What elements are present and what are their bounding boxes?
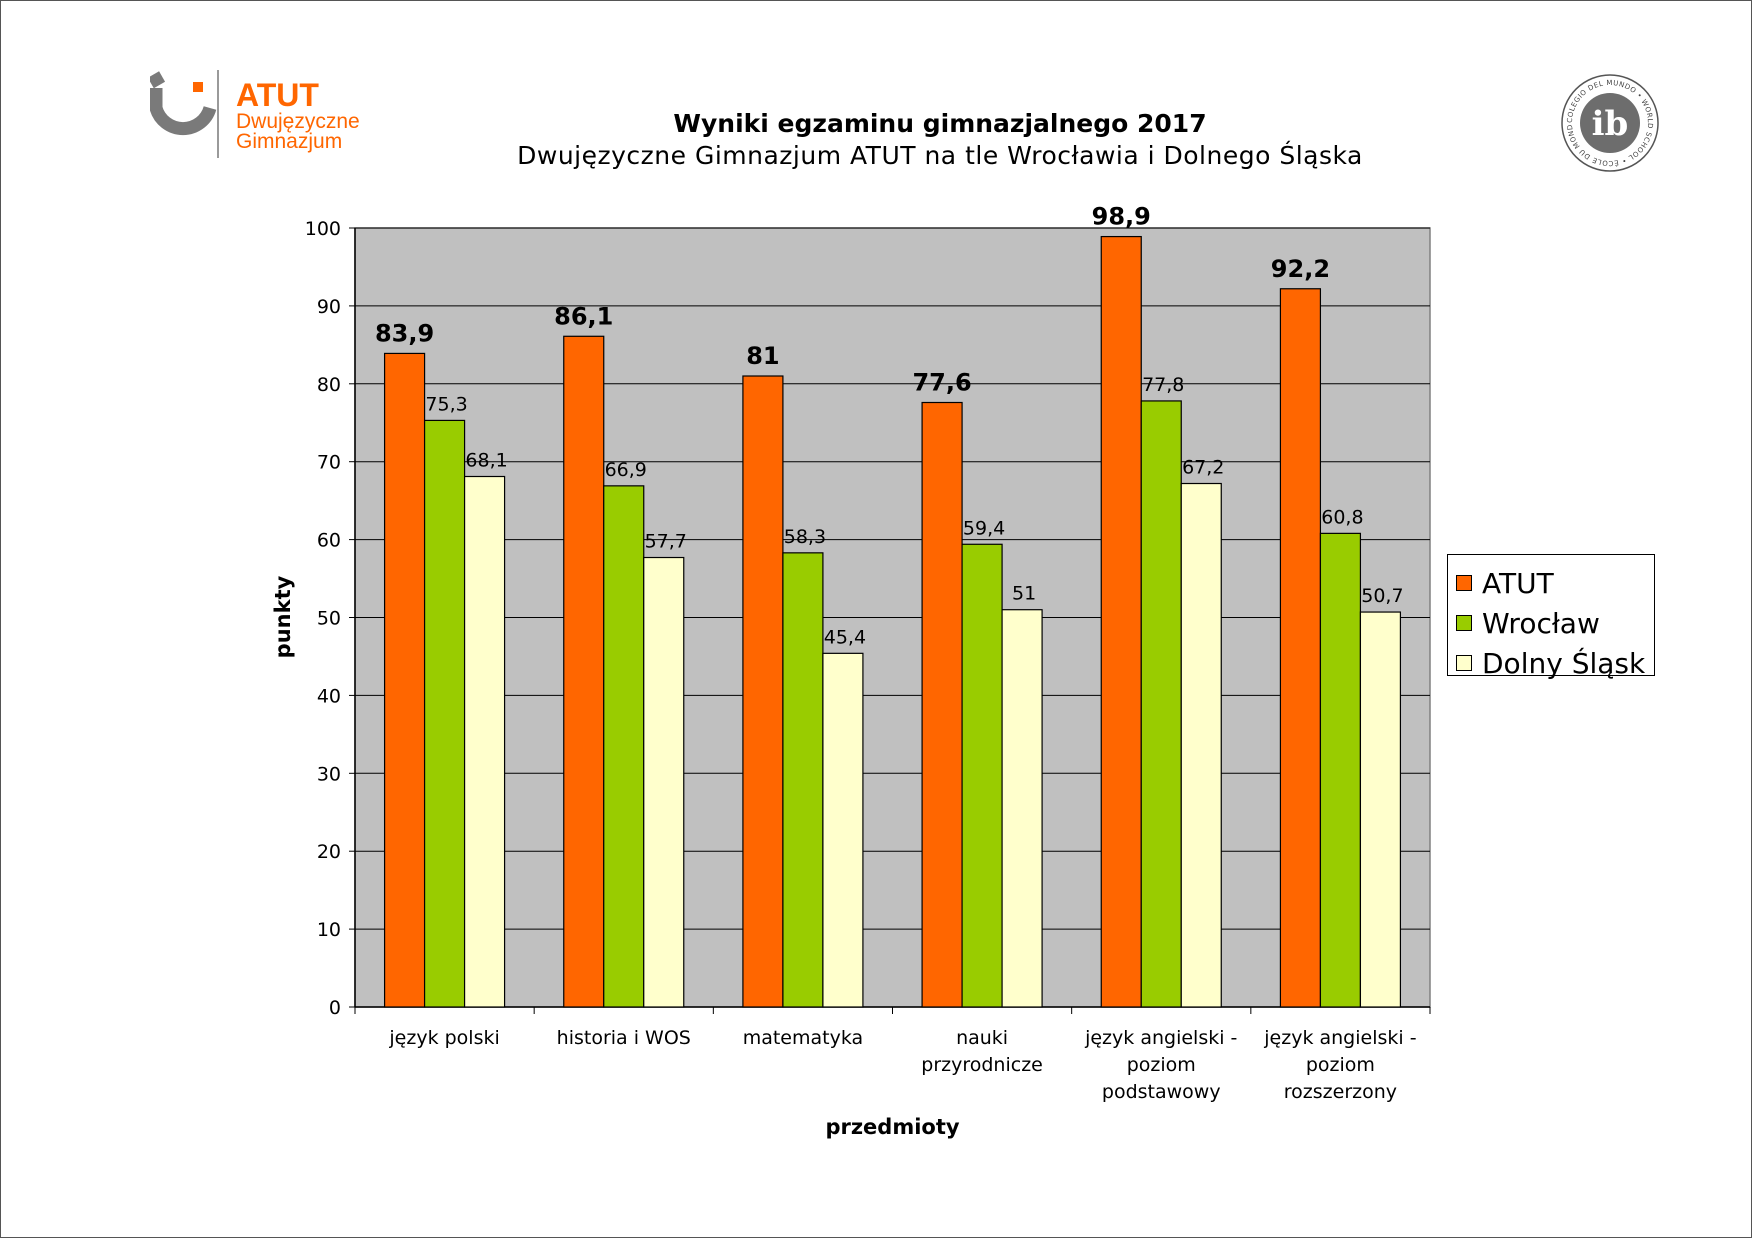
data-label: 77,8 xyxy=(1142,374,1184,396)
x-tick-label: rozszerzony xyxy=(1284,1081,1397,1103)
atut-logo-line1: Dwujęzyczne xyxy=(236,110,360,133)
bar-dolny-slask xyxy=(463,475,506,1008)
y-tick-label: 0 xyxy=(329,997,341,1019)
legend-label-wroclaw: Wrocław xyxy=(1482,606,1600,640)
data-label: 58,3 xyxy=(784,526,826,548)
bar-wroclaw xyxy=(782,552,824,1008)
x-tick-label: język angielski - xyxy=(1084,1027,1237,1049)
data-label: 77,6 xyxy=(912,368,971,396)
data-label: 68,1 xyxy=(465,450,507,472)
data-label: 75,3 xyxy=(425,393,467,415)
y-tick-label: 90 xyxy=(317,296,341,318)
atut-logo: ATUT Dwujęzyczne Gimnazjum xyxy=(147,70,410,180)
bar-atut xyxy=(742,375,784,1008)
x-axis-title: przedmioty xyxy=(825,1115,959,1139)
chart-subtitle: Dwujęzyczne Gimnazjum ATUT na tle Wrocła… xyxy=(517,141,1363,170)
x-tick-label: historia i WOS xyxy=(557,1027,691,1049)
legend-label-atut: ATUT xyxy=(1482,566,1554,600)
bar-dolny-slask xyxy=(822,652,864,1008)
legend-item-atut: ATUT xyxy=(1448,563,1654,603)
bar-wroclaw xyxy=(603,485,645,1008)
ib-world-school-logo: COLEGIO DEL MUNDO • WORLD SCHOOL • ÉCOLE… xyxy=(1553,62,1665,178)
x-tick-label: przyrodnicze xyxy=(921,1054,1043,1076)
legend-swatch-dolny-slask xyxy=(1456,655,1472,671)
chart-title-block: Wyniki egzaminu gimnazjalnego 2017 Dwuję… xyxy=(460,108,1420,172)
data-label: 60,8 xyxy=(1321,506,1363,528)
legend-item-dolny-slask: Dolny Śląsk xyxy=(1448,643,1654,683)
y-tick-label: 30 xyxy=(317,763,341,785)
data-label: 83,9 xyxy=(375,319,434,347)
bar-dolny-slask xyxy=(643,556,685,1008)
y-tick-label: 10 xyxy=(317,919,341,941)
x-tick-label: nauki xyxy=(956,1027,1008,1049)
bar-atut xyxy=(1100,235,1142,1008)
ib-mark: ib xyxy=(1592,104,1629,144)
bar-atut xyxy=(1279,288,1322,1008)
y-tick-label: 100 xyxy=(305,218,341,240)
y-tick-label: 60 xyxy=(317,530,341,552)
bar-dolny-slask xyxy=(1180,482,1222,1008)
data-label: 98,9 xyxy=(1092,203,1151,231)
x-tick-label: poziom xyxy=(1306,1054,1375,1076)
atut-logo-name: ATUT xyxy=(236,77,319,113)
x-tick-label: matematyka xyxy=(743,1027,863,1049)
bar-atut xyxy=(383,352,426,1008)
legend-swatch-wroclaw xyxy=(1456,615,1472,631)
data-label: 92,2 xyxy=(1271,255,1330,283)
legend-label-dolny-slask: Dolny Śląsk xyxy=(1482,646,1646,680)
data-label: 66,9 xyxy=(605,459,647,481)
bar-wroclaw xyxy=(423,419,466,1008)
ib-logo-mark: COLEGIO DEL MUNDO • WORLD SCHOOL • ÉCOLE… xyxy=(1553,62,1659,172)
legend-item-wroclaw: Wrocław xyxy=(1448,603,1654,643)
y-axis-title: punkty xyxy=(271,575,295,658)
y-tick-label: 70 xyxy=(317,452,341,474)
bar-dolny-slask xyxy=(1001,609,1043,1008)
data-label: 86,1 xyxy=(554,302,613,330)
chart-title: Wyniki egzaminu gimnazjalnego 2017 xyxy=(673,109,1207,138)
y-tick-label: 40 xyxy=(317,685,341,707)
data-label: 51 xyxy=(1012,583,1036,605)
bar-wroclaw xyxy=(1319,532,1362,1008)
bar-wroclaw xyxy=(1140,400,1182,1008)
x-tick-label: poziom xyxy=(1127,1054,1196,1076)
bar-dolny-slask xyxy=(1359,611,1402,1008)
data-label: 59,4 xyxy=(963,517,1005,539)
bar-atut xyxy=(921,401,963,1008)
bar-wroclaw xyxy=(961,543,1003,1008)
data-label: 57,7 xyxy=(645,531,687,553)
x-tick-label: język polski xyxy=(388,1027,499,1049)
data-label: 67,2 xyxy=(1182,457,1224,479)
bar-atut xyxy=(563,335,605,1008)
y-tick-label: 20 xyxy=(317,841,341,863)
atut-logo-line2: Gimnazjum xyxy=(236,130,342,153)
y-tick-label: 50 xyxy=(317,608,341,630)
atut-logo-mark: ATUT Dwujęzyczne Gimnazjum xyxy=(147,70,360,158)
data-label: 45,4 xyxy=(824,626,866,648)
data-label: 81 xyxy=(746,342,779,370)
chart-legend: ATUT Wrocław Dolny Śląsk xyxy=(1447,554,1655,680)
legend-swatch-atut xyxy=(1456,575,1472,591)
x-tick-label: podstawowy xyxy=(1102,1081,1221,1103)
y-tick-label: 80 xyxy=(317,374,341,396)
data-label: 50,7 xyxy=(1361,585,1403,607)
x-tick-label: język angielski - xyxy=(1263,1027,1416,1049)
